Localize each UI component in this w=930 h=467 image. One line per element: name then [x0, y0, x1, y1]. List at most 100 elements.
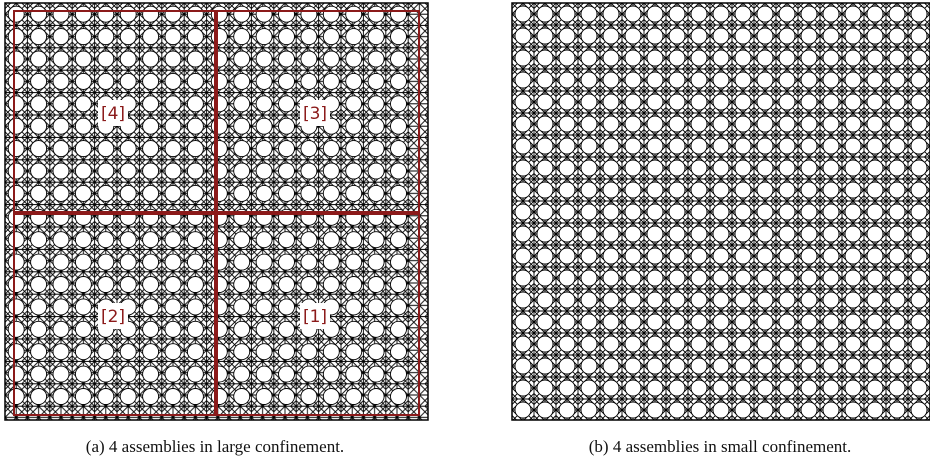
rod	[390, 95, 407, 113]
rod	[210, 298, 228, 316]
rod	[255, 298, 273, 316]
rod	[844, 27, 862, 45]
rod	[142, 231, 160, 249]
rod	[514, 137, 532, 155]
rod	[580, 225, 598, 243]
rod	[390, 388, 407, 405]
rod	[186, 140, 204, 158]
rod	[580, 181, 598, 199]
rod	[888, 159, 906, 177]
rod	[210, 276, 228, 293]
rod	[142, 28, 160, 46]
rod	[712, 379, 730, 397]
rod	[580, 313, 598, 331]
rod	[390, 162, 407, 180]
rod	[624, 181, 642, 199]
rod	[345, 298, 363, 316]
rod	[800, 137, 818, 155]
rod	[668, 247, 686, 265]
rod	[119, 28, 137, 46]
rod	[300, 365, 318, 383]
rod	[756, 357, 774, 375]
rod	[690, 269, 708, 287]
rod	[778, 5, 796, 23]
rod	[866, 137, 884, 155]
rod	[778, 203, 796, 221]
rod	[536, 181, 554, 199]
rod	[52, 140, 70, 158]
caption: (b) 4 assemblies in small confinement.	[589, 437, 852, 456]
rod	[734, 49, 752, 67]
rod	[210, 95, 228, 113]
rod	[910, 291, 928, 309]
rod	[74, 298, 92, 316]
assembly-labels: [4] [3] [2] [1]	[98, 100, 330, 329]
rod	[7, 298, 25, 316]
rod	[345, 95, 363, 113]
rod	[734, 27, 752, 45]
rod	[30, 95, 48, 113]
rod	[322, 72, 340, 90]
rod	[558, 203, 576, 221]
rod	[367, 117, 385, 135]
rod	[580, 159, 598, 177]
rod	[844, 71, 862, 89]
rod	[164, 388, 182, 405]
rod	[844, 49, 862, 67]
rod	[690, 379, 708, 397]
rod	[668, 137, 686, 155]
rod	[278, 184, 295, 202]
rod	[558, 115, 576, 133]
rod	[164, 253, 182, 271]
rod	[602, 159, 620, 177]
rod	[52, 231, 70, 249]
rod	[668, 5, 686, 23]
rod	[119, 231, 137, 249]
rod	[514, 379, 532, 397]
rod	[712, 93, 730, 111]
rod	[580, 401, 598, 419]
rod	[734, 115, 752, 133]
rod	[800, 49, 818, 67]
rod	[756, 291, 774, 309]
rod	[866, 5, 884, 23]
rod	[734, 181, 752, 199]
rod	[52, 50, 70, 68]
rod	[233, 276, 251, 293]
rod	[668, 269, 686, 287]
rod	[164, 365, 182, 383]
rod	[186, 253, 204, 271]
rod	[844, 335, 862, 353]
rod	[536, 71, 554, 89]
rod	[74, 5, 92, 23]
rod	[322, 231, 340, 249]
rod	[210, 72, 228, 90]
rod	[558, 313, 576, 331]
rod	[844, 93, 862, 111]
rod	[734, 269, 752, 287]
rod	[910, 137, 928, 155]
rod	[514, 181, 532, 199]
rod	[690, 335, 708, 353]
rod	[367, 253, 385, 271]
rod	[345, 140, 363, 158]
rod	[97, 343, 115, 361]
rod	[602, 27, 620, 45]
rod	[52, 320, 70, 338]
rod	[255, 184, 273, 202]
rod	[602, 379, 620, 397]
rod	[580, 269, 598, 287]
rod	[910, 203, 928, 221]
rod	[910, 401, 928, 419]
rod	[866, 247, 884, 265]
rod	[778, 225, 796, 243]
rod	[888, 335, 906, 353]
rod	[119, 343, 137, 361]
rod	[97, 253, 115, 271]
rod	[300, 28, 318, 46]
rod	[756, 203, 774, 221]
rod	[822, 269, 840, 287]
rod	[514, 291, 532, 309]
rod	[668, 27, 686, 45]
rod	[536, 225, 554, 243]
